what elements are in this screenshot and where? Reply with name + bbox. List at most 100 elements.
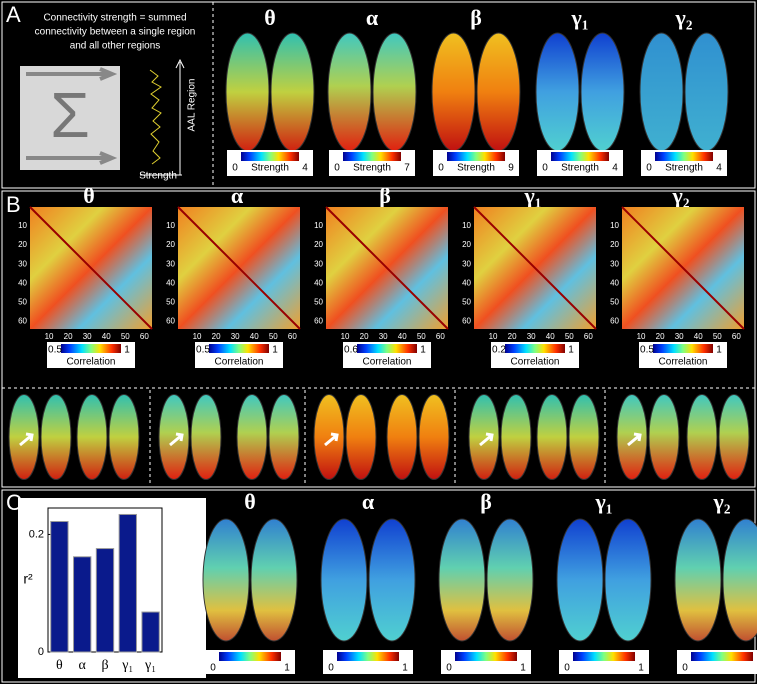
colorbar-max: 9 [508, 163, 514, 174]
matrix-tick: 60 [462, 316, 471, 325]
colorbar-max: 4 [302, 163, 308, 174]
matrix-tick: 40 [610, 278, 619, 287]
brain-hemisphere [674, 518, 722, 642]
matrix-tick: 10 [193, 332, 202, 341]
colorbar-label: Correlation [215, 357, 264, 368]
colorbar-min: 0.6 [344, 345, 358, 356]
brain-hemisphere [250, 518, 298, 642]
brain-hemisphere [386, 394, 418, 480]
matrix-tick: 50 [166, 297, 175, 306]
matrix-tick: 40 [462, 278, 471, 287]
brain-hemisphere [486, 518, 534, 642]
matrix-tick: 50 [314, 297, 323, 306]
colorbar-max: 1 [402, 663, 408, 674]
axis-label: Strength [139, 171, 177, 182]
band-title: θ [83, 183, 94, 208]
colorbar-max: 7 [404, 163, 410, 174]
brain-hemisphere [718, 394, 750, 480]
matrix-tick: 10 [341, 332, 350, 341]
brain-hemisphere [108, 394, 140, 480]
colorbar-min: 0.5 [48, 345, 62, 356]
brain-hemisphere [225, 32, 270, 152]
y-axis-label: r² [23, 571, 33, 587]
brain-hemisphere [535, 32, 580, 152]
arrow [19, 432, 34, 447]
brain-hemisphere [616, 394, 648, 480]
colorbar-max: 4 [716, 163, 722, 174]
colorbar-label: Strength [561, 163, 599, 174]
brain-hemisphere [345, 394, 377, 480]
brain-hemisphere [722, 518, 757, 642]
band-title: γ₁ [571, 5, 589, 30]
brain-hemisphere [327, 32, 372, 152]
matrix-tick: 10 [610, 221, 619, 230]
matrix-tick: 30 [83, 332, 92, 341]
brain-hemisphere [684, 32, 729, 152]
brain-hemisphere [568, 394, 600, 480]
colorbar-min: 0 [446, 663, 452, 674]
brain-hemisphere [313, 394, 345, 480]
x-tick-label: α [79, 658, 87, 673]
brain-hemisphere [320, 518, 368, 642]
matrix-tick: 60 [314, 316, 323, 325]
colorbar [653, 344, 713, 353]
matrix-tick: 20 [462, 240, 471, 249]
matrix-tick: 30 [379, 332, 388, 341]
matrix-tick: 50 [565, 332, 574, 341]
colorbar-min: 0.5 [640, 345, 654, 356]
colorbar-max: 1 [272, 345, 278, 356]
colorbar [573, 652, 635, 661]
matrix-tick: 10 [45, 332, 54, 341]
panel-a-frame [1, 1, 756, 189]
colorbar-max: 1 [420, 345, 426, 356]
matrix-tick: 20 [314, 240, 323, 249]
colorbar-label: Strength [665, 163, 703, 174]
colorbar-min: 0 [682, 663, 688, 674]
description: Connectivity strength = summed [43, 13, 186, 24]
sigma-symbol: Σ [50, 79, 90, 151]
matrix-tick: 30 [462, 259, 471, 268]
matrix-diagonal [177, 206, 301, 330]
band-title: θ [244, 489, 255, 514]
brain-hemisphere [604, 518, 652, 642]
description: and all other regions [70, 41, 161, 52]
matrix-tick: 60 [436, 332, 445, 341]
y-tick-label: 0.2 [29, 528, 44, 540]
matrix-tick: 50 [417, 332, 426, 341]
colorbar-min: 0 [232, 163, 238, 174]
matrix-tick: 40 [102, 332, 111, 341]
matrix-tick: 10 [489, 332, 498, 341]
matrix-diagonal [473, 206, 597, 330]
matrix-tick: 60 [610, 316, 619, 325]
bar [141, 611, 160, 653]
brain-hemisphere [268, 394, 300, 480]
matrix-tick: 30 [166, 259, 175, 268]
brain-hemisphere [236, 394, 268, 480]
colorbar-label: Correlation [67, 357, 116, 368]
colorbar-min: 0 [334, 163, 340, 174]
brain-hemisphere [639, 32, 684, 152]
matrix-tick: 10 [18, 221, 27, 230]
brain-hemisphere [418, 394, 450, 480]
matrix-tick: 60 [288, 332, 297, 341]
colorbar [357, 344, 417, 353]
matrix-tick: 30 [231, 332, 240, 341]
colorbar-label: Correlation [363, 357, 412, 368]
colorbar-max: 1 [638, 663, 644, 674]
colorbar [337, 652, 399, 661]
matrix-tick: 20 [656, 332, 665, 341]
colorbar [691, 652, 753, 661]
arrow [479, 432, 494, 447]
matrix-tick: 60 [140, 332, 149, 341]
bar [95, 548, 115, 653]
colorbar-min: 0.5 [196, 345, 210, 356]
colorbar-max: 1 [520, 663, 526, 674]
matrix-tick: 60 [732, 332, 741, 341]
colorbar [655, 152, 713, 161]
arrow [324, 432, 339, 447]
matrix-tick: 10 [462, 221, 471, 230]
matrix-tick: 50 [713, 332, 722, 341]
colorbar-label: Correlation [659, 357, 708, 368]
arrow [169, 432, 184, 447]
